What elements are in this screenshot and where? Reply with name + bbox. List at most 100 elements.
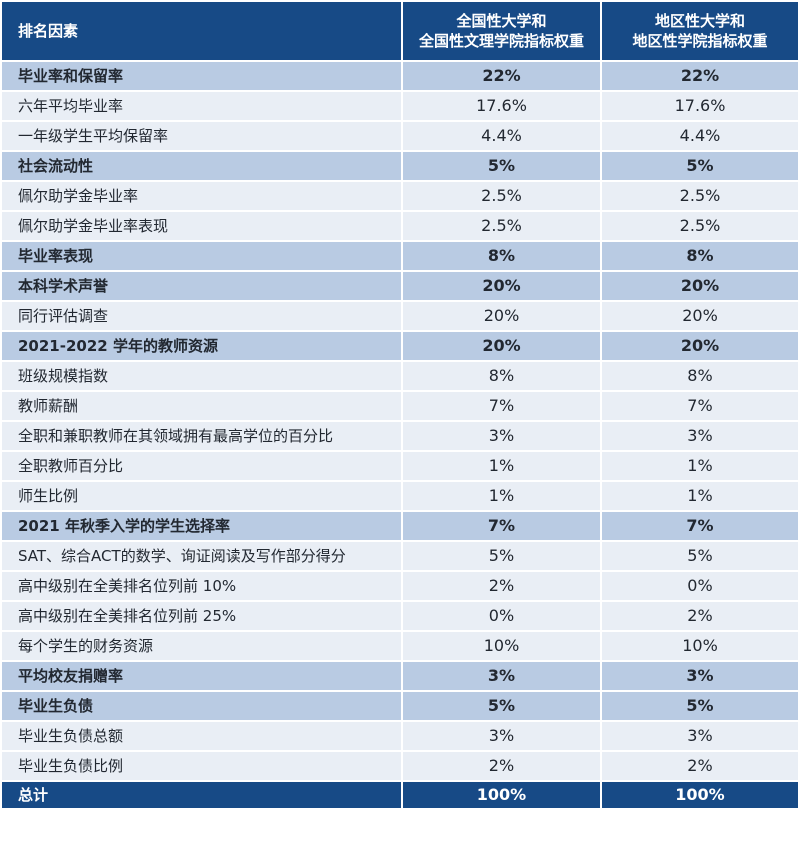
row-label: 本科学术声誉 [0, 270, 403, 302]
table-row: 佩尔助学金毕业率表现 2.5% 2.5% [0, 210, 798, 242]
row-national-weight: 20% [401, 270, 602, 302]
table-row: 班级规模指数 8% 8% [0, 360, 798, 392]
row-regional-weight: 2% [600, 750, 798, 782]
row-label: 班级规模指数 [0, 360, 403, 392]
row-label: 毕业率表现 [0, 240, 403, 272]
row-regional-weight: 20% [600, 330, 798, 362]
row-national-weight: 10% [401, 630, 602, 662]
row-regional-weight: 17.6% [600, 90, 798, 122]
row-label: 平均校友捐赠率 [0, 660, 403, 692]
row-national-weight: 3% [401, 660, 602, 692]
row-regional-weight: 20% [600, 300, 798, 332]
row-regional-weight: 5% [600, 540, 798, 572]
table-row: 师生比例 1% 1% [0, 480, 798, 512]
row-regional-weight: 3% [600, 420, 798, 452]
row-national-weight: 7% [401, 390, 602, 422]
table-row: 高中级别在全美排名位列前 10% 2% 0% [0, 570, 798, 602]
row-national-weight: 2% [401, 750, 602, 782]
row-label: 毕业率和保留率 [0, 60, 403, 92]
row-national-weight: 1% [401, 450, 602, 482]
row-label: 高中级别在全美排名位列前 25% [0, 600, 403, 632]
row-label: SAT、综合ACT的数学、询证阅读及写作部分得分 [0, 540, 403, 572]
row-national-weight: 3% [401, 420, 602, 452]
row-national-weight: 2.5% [401, 210, 602, 242]
row-national-weight: 5% [401, 150, 602, 182]
header-factor: 排名因素 [0, 0, 403, 62]
row-regional-weight: 2.5% [600, 180, 798, 212]
row-label: 社会流动性 [0, 150, 403, 182]
table-row: 2021-2022 学年的教师资源 20% 20% [0, 330, 798, 362]
table-row: 全职和兼职教师在其领域拥有最高学位的百分比 3% 3% [0, 420, 798, 452]
row-label: 一年级学生平均保留率 [0, 120, 403, 152]
row-label: 2021-2022 学年的教师资源 [0, 330, 403, 362]
row-label: 每个学生的财务资源 [0, 630, 403, 662]
row-regional-weight: 8% [600, 360, 798, 392]
total-row: 总计 100% 100% [0, 780, 798, 810]
row-national-weight: 4.4% [401, 120, 602, 152]
row-label: 2021 年秋季入学的学生选择率 [0, 510, 403, 542]
row-regional-weight: 5% [600, 150, 798, 182]
row-national-weight: 17.6% [401, 90, 602, 122]
row-national-weight: 3% [401, 720, 602, 752]
header-national: 全国性大学和 全国性文理学院指标权重 [401, 0, 602, 62]
ranking-weights-table: 排名因素 全国性大学和 全国性文理学院指标权重 地区性大学和 地区性学院指标权重… [0, 0, 798, 810]
row-national-weight: 5% [401, 690, 602, 722]
header-regional-line1: 地区性大学和 [654, 12, 745, 30]
row-regional-weight: 8% [600, 240, 798, 272]
table-row: 每个学生的财务资源 10% 10% [0, 630, 798, 662]
row-label: 高中级别在全美排名位列前 10% [0, 570, 403, 602]
row-national-weight: 20% [401, 330, 602, 362]
row-national-weight: 8% [401, 360, 602, 392]
row-national-weight: 2% [401, 570, 602, 602]
row-regional-weight: 22% [600, 60, 798, 92]
row-label: 师生比例 [0, 480, 403, 512]
row-regional-weight: 5% [600, 690, 798, 722]
table-row: 同行评估调查 20% 20% [0, 300, 798, 332]
row-label: 毕业生负债总额 [0, 720, 403, 752]
row-regional-weight: 7% [600, 510, 798, 542]
total-regional: 100% [600, 780, 798, 810]
row-label: 毕业生负债比例 [0, 750, 403, 782]
table-row: 全职教师百分比 1% 1% [0, 450, 798, 482]
table-row: 毕业率表现 8% 8% [0, 240, 798, 272]
row-label: 同行评估调查 [0, 300, 403, 332]
row-regional-weight: 0% [600, 570, 798, 602]
row-national-weight: 22% [401, 60, 602, 92]
table-row: 平均校友捐赠率 3% 3% [0, 660, 798, 692]
table-row: 高中级别在全美排名位列前 25% 0% 2% [0, 600, 798, 632]
row-national-weight: 7% [401, 510, 602, 542]
table-body: 毕业率和保留率 22% 22% 六年平均毕业率 17.6% 17.6% 一年级学生平均保留率… [0, 60, 798, 782]
row-regional-weight: 2% [600, 600, 798, 632]
row-label: 六年平均毕业率 [0, 90, 403, 122]
row-regional-weight: 4.4% [600, 120, 798, 152]
row-regional-weight: 20% [600, 270, 798, 302]
table-row: 毕业生负债 5% 5% [0, 690, 798, 722]
table-row: 毕业生负债总额 3% 3% [0, 720, 798, 752]
table-row: 社会流动性 5% 5% [0, 150, 798, 182]
row-national-weight: 5% [401, 540, 602, 572]
row-regional-weight: 10% [600, 630, 798, 662]
row-label: 毕业生负债 [0, 690, 403, 722]
row-regional-weight: 3% [600, 720, 798, 752]
table-row: 本科学术声誉 20% 20% [0, 270, 798, 302]
row-regional-weight: 1% [600, 450, 798, 482]
table-row: 一年级学生平均保留率 4.4% 4.4% [0, 120, 798, 152]
header-regional: 地区性大学和 地区性学院指标权重 [600, 0, 798, 62]
total-label: 总计 [0, 780, 403, 810]
table-row: 毕业生负债比例 2% 2% [0, 750, 798, 782]
table-row: 六年平均毕业率 17.6% 17.6% [0, 90, 798, 122]
row-label: 全职和兼职教师在其领域拥有最高学位的百分比 [0, 420, 403, 452]
header-national-line1: 全国性大学和 [456, 12, 547, 30]
row-regional-weight: 3% [600, 660, 798, 692]
row-regional-weight: 1% [600, 480, 798, 512]
row-label: 佩尔助学金毕业率 [0, 180, 403, 212]
row-national-weight: 1% [401, 480, 602, 512]
row-label: 全职教师百分比 [0, 450, 403, 482]
row-regional-weight: 2.5% [600, 210, 798, 242]
row-national-weight: 0% [401, 600, 602, 632]
row-regional-weight: 7% [600, 390, 798, 422]
row-national-weight: 8% [401, 240, 602, 272]
row-national-weight: 2.5% [401, 180, 602, 212]
total-national: 100% [401, 780, 602, 810]
row-national-weight: 20% [401, 300, 602, 332]
